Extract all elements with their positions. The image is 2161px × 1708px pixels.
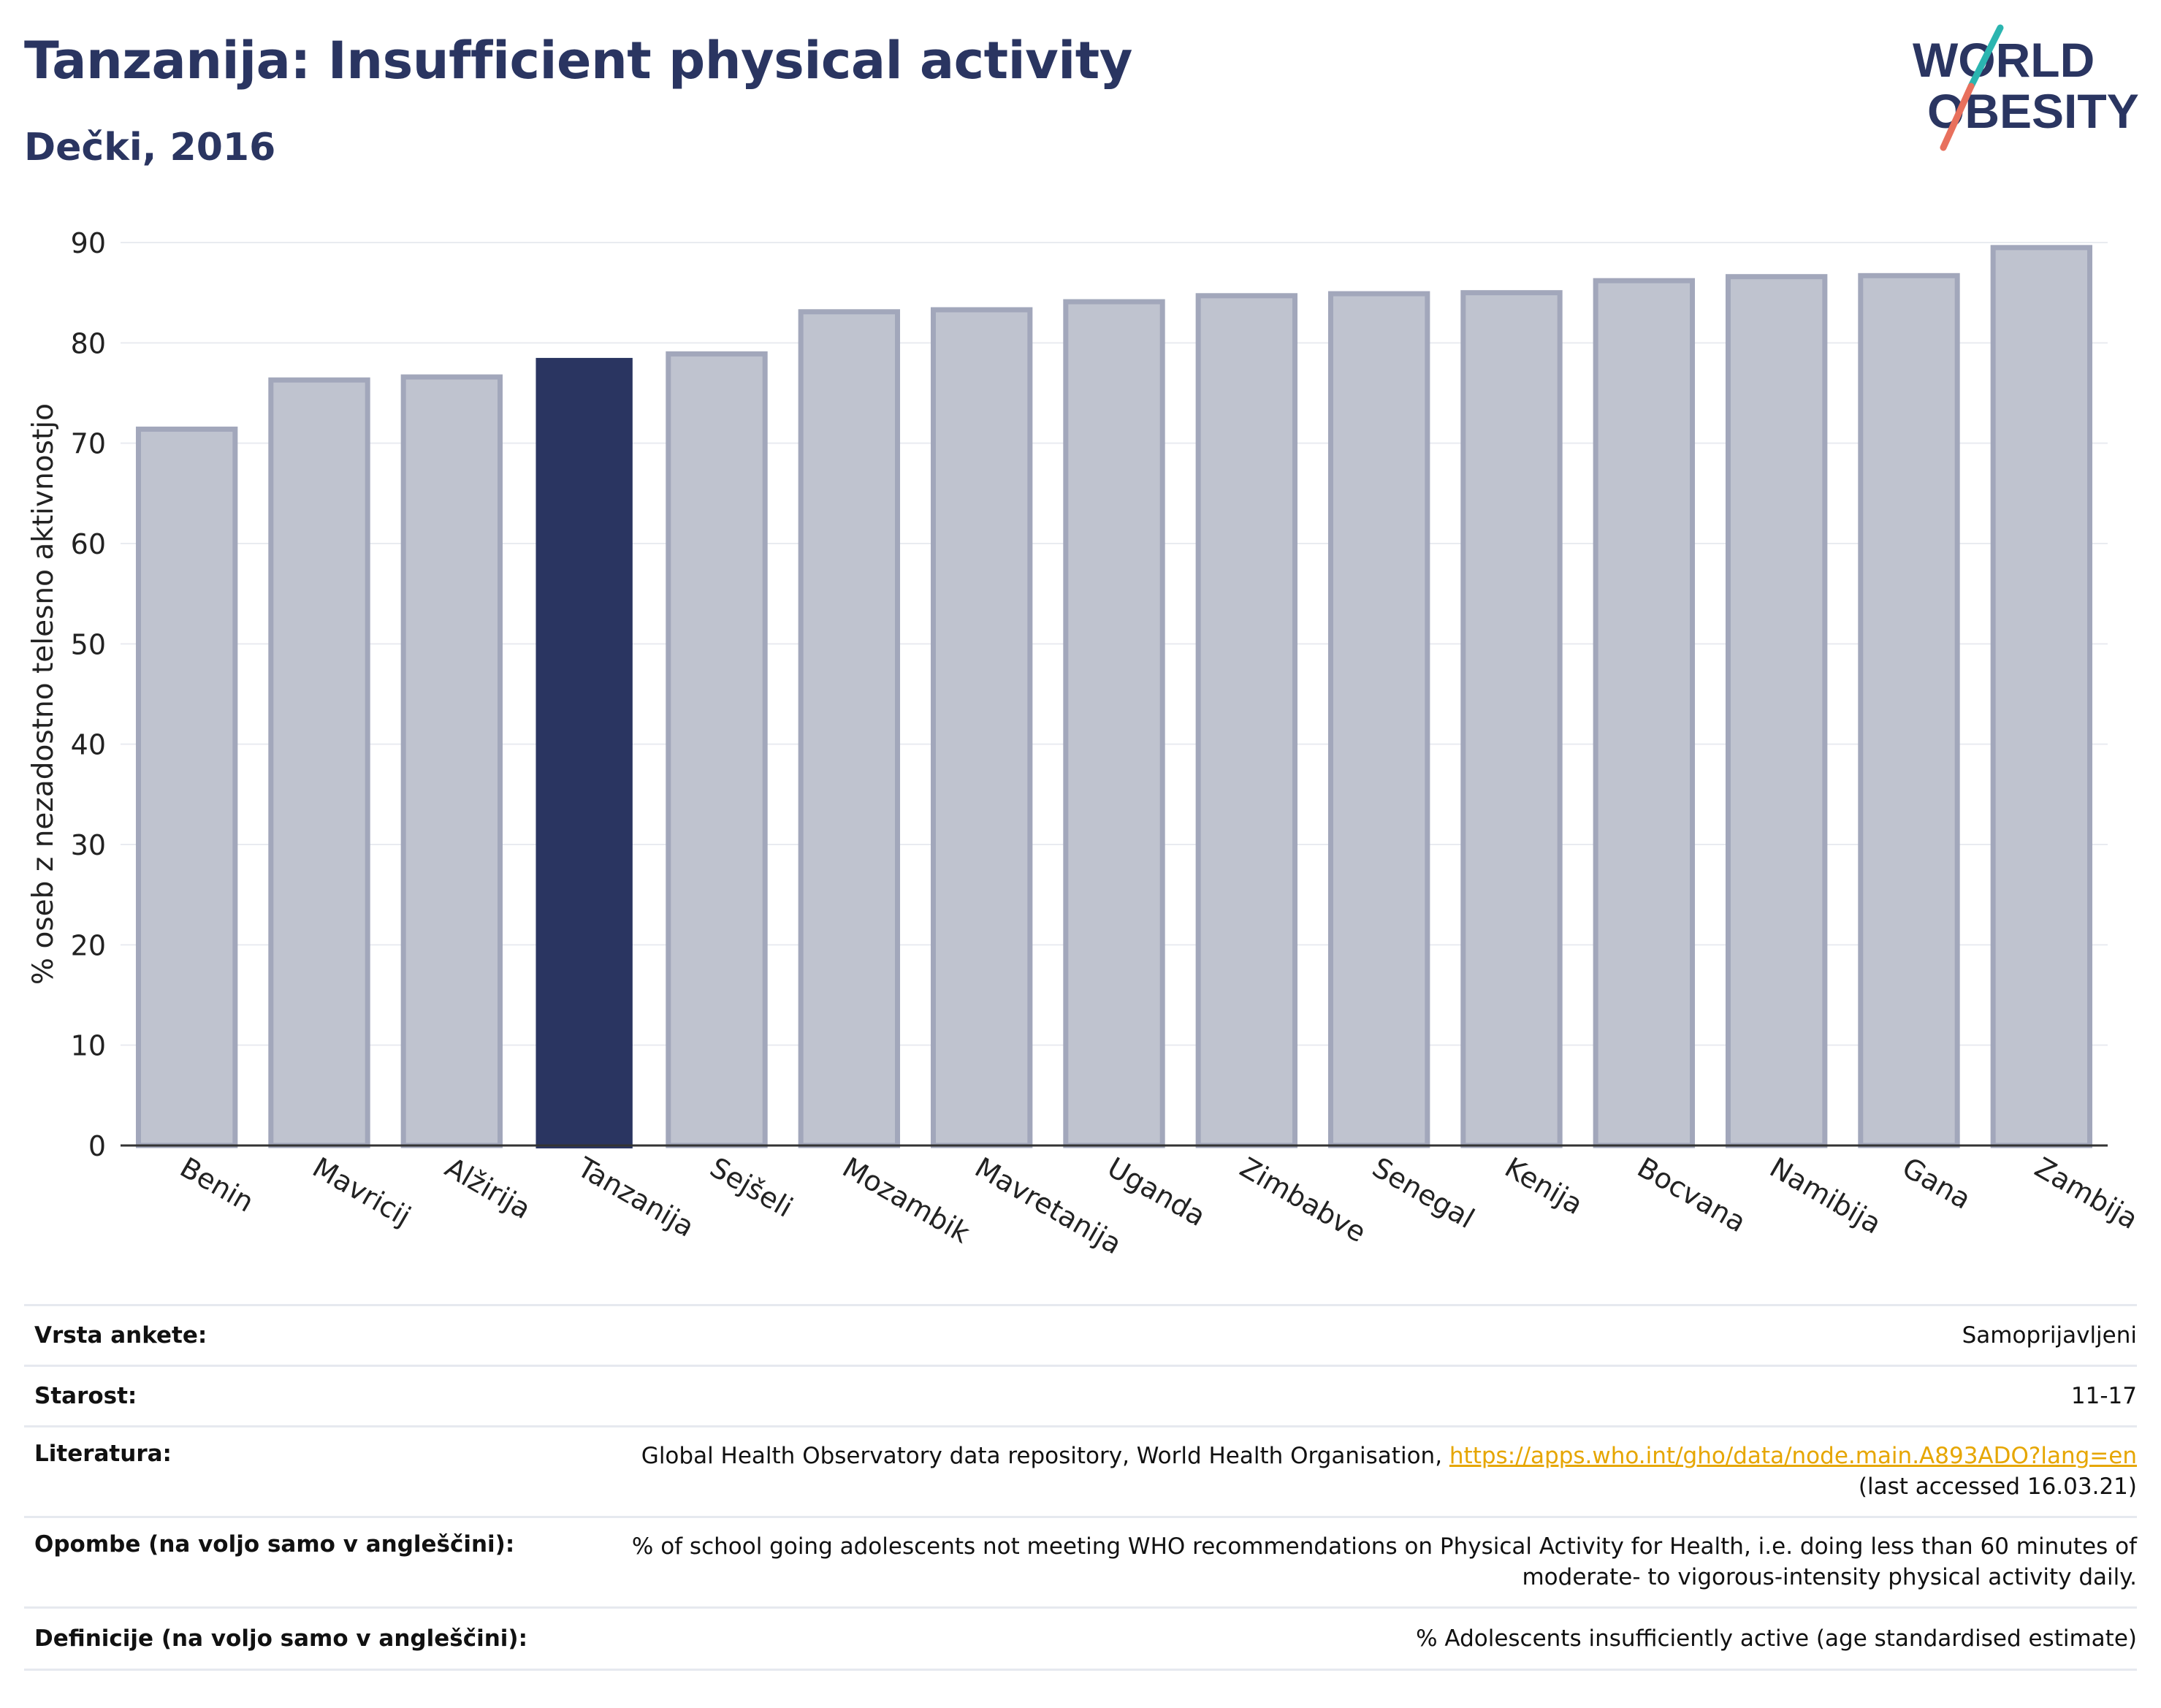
bar-zimbabve (1195, 293, 1298, 1148)
notes-line-2: moderate- to vigorous-intensity physical… (1522, 1564, 2137, 1590)
y-axis-label: % oseb z nezadostno telesno aktivnostjo (27, 403, 60, 985)
reference-accessed: (last accessed 16.03.21) (1858, 1473, 2137, 1500)
x-tick-label: Uganda (1102, 1151, 1211, 1232)
x-tick-label: Kenija (1500, 1151, 1588, 1221)
x-tick-label: Namibija (1764, 1151, 1886, 1240)
y-tick-label: 10 (71, 1030, 106, 1062)
y-tick-label: 50 (71, 628, 106, 660)
meta-label-notes: Opombe (na voljo samo v angleščini): (34, 1531, 515, 1558)
world-obesity-logo: WORLD OBESITY (1913, 24, 2139, 151)
reference-text: Global Health Observatory data repositor… (641, 1443, 1443, 1469)
notes-line-1: % of school going adolescents not meetin… (631, 1533, 2137, 1560)
meta-value-references: Global Health Observatory data repositor… (641, 1441, 2137, 1502)
bar-zambija (1990, 245, 2093, 1148)
x-tick-label: Gana (1897, 1151, 1977, 1216)
chart-subtitle: Dečki, 2016 (24, 126, 276, 169)
y-tick-label: 90 (71, 227, 106, 259)
bar-tanzanija (536, 357, 633, 1148)
x-tick-label: Mavretanija (969, 1151, 1127, 1261)
bar-sejšeli (666, 351, 768, 1148)
bar-gana (1858, 272, 1960, 1148)
x-tick-label: Zimbabve (1235, 1151, 1371, 1249)
meta-row-survey-type: Vrsta ankete: Samoprijavljeni (24, 1304, 2137, 1365)
y-tick-label: 70 (71, 428, 106, 460)
bar-mavricij (268, 377, 370, 1148)
y-tick-label: 20 (71, 929, 106, 961)
y-axis-ticks: 0 10 20 30 40 50 60 70 80 90 (71, 227, 106, 1162)
meta-row-references: Literatura: Global Health Observatory da… (24, 1425, 2137, 1516)
bar-benin (135, 426, 238, 1148)
x-tick-label: Bocvana (1632, 1151, 1751, 1239)
bar-bocvana (1593, 278, 1696, 1148)
meta-label-definitions: Definicije (na voljo samo v angleščini): (34, 1625, 527, 1652)
x-tick-label: Tanzanija (571, 1151, 699, 1243)
x-tick-label: Sejšeli (705, 1151, 799, 1224)
x-tick-label: Mozambik (837, 1151, 975, 1250)
meta-value-notes: % of school going adolescents not meetin… (632, 1531, 2137, 1593)
y-tick-label: 0 (88, 1130, 106, 1162)
metadata-table: Vrsta ankete: Samoprijavljeni Starost: 1… (24, 1304, 2137, 1671)
meta-row-definitions: Definicije (na voljo samo v angleščini):… (24, 1606, 2137, 1671)
bar-namibija (1725, 274, 1828, 1148)
bar-chart: 0 10 20 30 40 50 60 70 80 90 Benin Mavricij Alžirij… (27, 227, 2143, 1260)
y-tick-label: 30 (71, 829, 106, 861)
bar-kenija (1460, 290, 1563, 1148)
meta-value-definitions: % Adolescents insufficiently active (age… (1416, 1625, 2137, 1652)
meta-label-survey-type: Vrsta ankete: (34, 1322, 207, 1349)
y-tick-label: 80 (71, 327, 106, 359)
x-tick-label: Mavricij (308, 1151, 416, 1232)
x-tick-label: Senegal (1367, 1151, 1479, 1235)
meta-row-notes: Opombe (na voljo samo v angleščini): % o… (24, 1516, 2137, 1606)
x-axis-labels: Benin Mavricij Alžirija Tanzanija Sejšeli Moz… (175, 1151, 2143, 1260)
meta-row-age: Starost: 11-17 (24, 1365, 2137, 1425)
bar-senegal (1327, 291, 1430, 1148)
bar-mozambik (798, 309, 901, 1148)
bar-mavretanija (930, 307, 1033, 1148)
meta-label-age: Starost: (34, 1383, 137, 1409)
y-tick-label: 40 (71, 729, 106, 761)
meta-label-references: Literatura: (34, 1441, 172, 1467)
bars (135, 245, 2093, 1148)
meta-value-survey-type: Samoprijavljeni (1962, 1322, 2137, 1349)
chart-title: Tanzanija: Insufficient physical activit… (24, 31, 1132, 91)
meta-value-age: 11-17 (2070, 1383, 2137, 1409)
x-tick-label: Benin (175, 1151, 259, 1219)
reference-link[interactable]: https://apps.who.int/gho/data/node.main.… (1449, 1443, 2137, 1469)
x-tick-label: Zambija (2029, 1151, 2143, 1236)
bar-alžirija (400, 374, 503, 1148)
x-tick-label: Alžirija (440, 1151, 536, 1226)
bar-uganda (1063, 299, 1165, 1148)
y-tick-label: 60 (71, 528, 106, 560)
logo-text-world: WORLD (1913, 33, 2095, 87)
